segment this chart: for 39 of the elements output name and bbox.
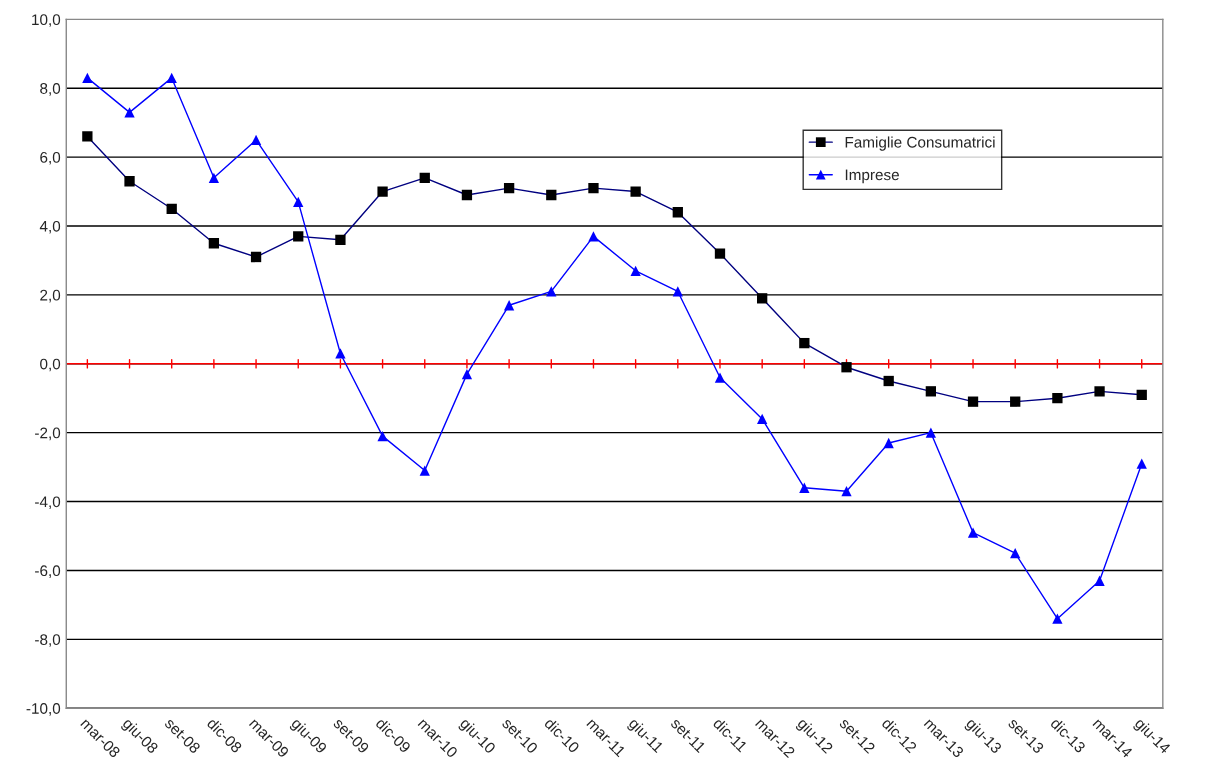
point: [1052, 613, 1063, 624]
point: [82, 72, 93, 84]
y-tick-label: -4,0: [35, 496, 61, 510]
point: [166, 72, 177, 84]
point: [588, 231, 599, 242]
point: [419, 465, 430, 476]
point: [293, 196, 304, 208]
point: [335, 348, 346, 359]
y-tick-label: 0,0: [40, 358, 61, 372]
point: [714, 372, 726, 383]
y-tick-label: -8,0: [35, 634, 61, 647]
point: [546, 286, 557, 297]
y-tick-label: 8,0: [40, 83, 61, 96]
y-tick-label: 4,0: [39, 220, 61, 234]
point: [841, 486, 852, 497]
point: [1010, 548, 1021, 559]
point: [1136, 458, 1147, 469]
y-tick-label: 6,0: [40, 151, 61, 165]
point: [503, 300, 515, 311]
point: [461, 368, 473, 380]
point: [757, 413, 768, 425]
legend-label: Imprese: [845, 169, 899, 184]
legend-label: Famiglie Consumatrici: [845, 136, 995, 151]
point: [208, 172, 220, 183]
point: [377, 430, 388, 442]
point: [925, 427, 937, 438]
point: [250, 134, 262, 146]
point: [799, 482, 810, 493]
point: [967, 527, 979, 538]
y-tick-label: -6,0: [35, 565, 61, 578]
point: [630, 265, 641, 276]
y-tick-label: 2,0: [40, 289, 61, 303]
point: [672, 286, 683, 297]
y-tick-label: -2,0: [35, 427, 61, 441]
y-tick-label: 10,0: [32, 14, 61, 27]
point: [883, 437, 894, 449]
point: [1094, 575, 1105, 586]
point: [124, 107, 135, 118]
y-tick-label: -10,0: [26, 703, 61, 716]
